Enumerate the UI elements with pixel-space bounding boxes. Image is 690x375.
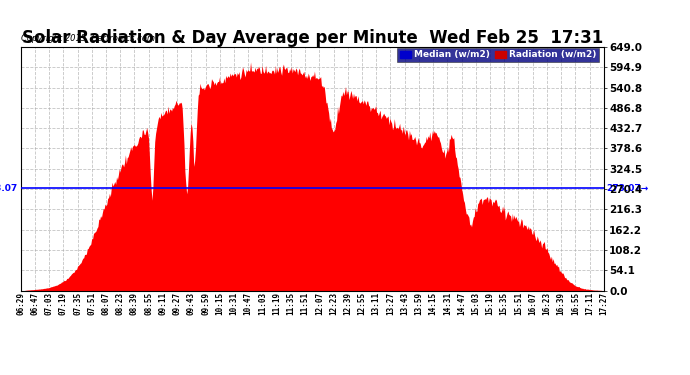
Text: →273.07: →273.07 bbox=[0, 184, 18, 193]
Text: Copyright 2015  Cartronics.com: Copyright 2015 Cartronics.com bbox=[21, 34, 155, 43]
Text: 273.07→: 273.07→ bbox=[607, 184, 649, 193]
Title: Solar Radiation & Day Average per Minute  Wed Feb 25  17:31: Solar Radiation & Day Average per Minute… bbox=[21, 29, 603, 47]
Legend: Median (w/m2), Radiation (w/m2): Median (w/m2), Radiation (w/m2) bbox=[397, 48, 599, 62]
